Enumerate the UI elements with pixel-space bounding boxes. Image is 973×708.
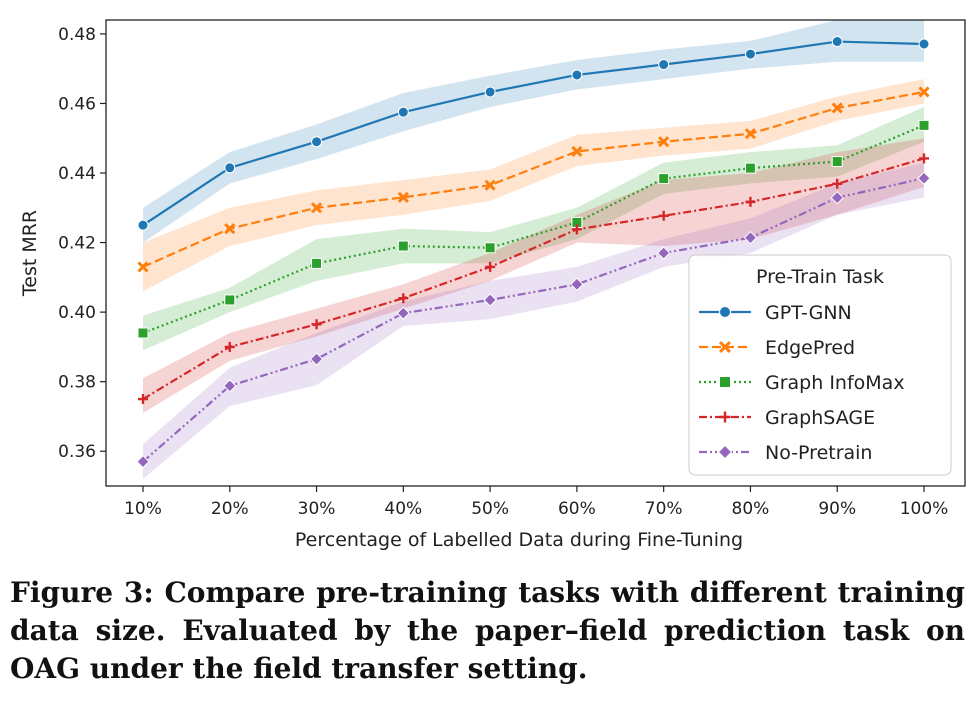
- data-point: [311, 136, 323, 148]
- chart: 0.36 0.38 0.40 0.42 0.44 0.46 0.48 10% 20% 30% 40…: [19, 19, 966, 551]
- data-point: [717, 444, 733, 460]
- y-tick-label: 0.44: [58, 164, 96, 184]
- data-point: [918, 86, 930, 98]
- data-point: [398, 293, 409, 304]
- data-point: [224, 162, 236, 174]
- confidence-band: [143, 162, 924, 480]
- legend-label: No-Pretrain: [765, 442, 872, 464]
- data-point: [918, 38, 930, 50]
- data-point: [744, 162, 756, 174]
- y-axis: 0.36 0.38 0.40 0.42 0.44 0.46 0.48: [58, 25, 106, 462]
- data-point: [311, 319, 322, 330]
- data-point: [396, 306, 411, 320]
- data-point: [831, 36, 843, 48]
- data-point: [718, 340, 732, 354]
- data-point: [917, 171, 931, 185]
- data-point: [485, 261, 496, 272]
- data-point: [658, 173, 670, 185]
- data-point: [571, 145, 583, 158]
- y-tick-label: 0.42: [58, 234, 96, 254]
- legend-label: Graph InfoMax: [765, 372, 905, 394]
- data-point: [397, 106, 409, 118]
- data-point: [483, 293, 497, 307]
- data-point: [484, 86, 496, 98]
- data-point: [719, 411, 731, 423]
- legend: Pre-Train Task GPT-GNN EdgePred Graph Info…: [688, 254, 952, 476]
- x-tick-label: 60%: [558, 499, 596, 519]
- x-axis: 10% 20% 30% 40% 50% 60% 70% 80% 90% 100%: [124, 486, 948, 519]
- data-point: [484, 242, 496, 254]
- x-tick-label: 20%: [211, 499, 249, 519]
- data-point: [658, 136, 670, 148]
- confidence-band: [143, 138, 924, 413]
- figure-caption: Figure 3: Compare pre-training tasks wit…: [10, 576, 965, 685]
- y-axis-title: Test MRR: [19, 210, 41, 297]
- data-point: [658, 59, 670, 71]
- y-tick-label: 0.38: [58, 373, 96, 393]
- data-point: [397, 240, 409, 252]
- series-lines: [142, 40, 925, 463]
- series-markers: [136, 36, 931, 469]
- data-point: [832, 178, 843, 189]
- x-tick-label: 30%: [298, 499, 336, 519]
- data-point: [137, 261, 149, 273]
- series-line: [142, 40, 925, 227]
- y-tick-label: 0.48: [58, 25, 96, 45]
- data-point: [831, 156, 843, 168]
- y-tick-label: 0.46: [58, 94, 96, 114]
- data-point: [137, 219, 149, 231]
- series-line: [142, 124, 925, 335]
- data-point: [744, 48, 756, 60]
- legend-label: GraphSAGE: [765, 407, 875, 429]
- x-axis-title: Percentage of Labelled Data during Fine-…: [295, 529, 743, 551]
- data-point: [743, 230, 758, 245]
- data-point: [310, 202, 323, 214]
- x-tick-label: 40%: [384, 499, 422, 519]
- legend-title: Pre-Train Task: [756, 266, 884, 288]
- x-tick-label: 80%: [732, 499, 770, 519]
- data-point: [830, 190, 844, 205]
- data-point: [311, 257, 323, 269]
- legend-label: GPT-GNN: [765, 302, 852, 324]
- x-tick-label: 90%: [818, 499, 856, 519]
- data-point: [309, 352, 324, 366]
- data-point: [138, 394, 148, 405]
- x-tick-label: 50%: [471, 499, 509, 519]
- data-point: [919, 153, 929, 164]
- series-line: [142, 90, 925, 268]
- x-tick-label: 100%: [900, 499, 949, 519]
- data-point: [484, 179, 496, 191]
- data-point: [656, 246, 671, 260]
- data-point: [658, 210, 669, 221]
- series-line: [142, 177, 925, 463]
- data-point: [224, 341, 235, 352]
- y-tick-label: 0.40: [58, 303, 96, 323]
- data-point: [918, 119, 930, 131]
- data-point: [831, 102, 843, 114]
- data-point: [224, 223, 236, 235]
- data-point: [137, 327, 149, 339]
- series-line: [142, 157, 925, 401]
- x-tick-label: 70%: [645, 499, 683, 519]
- data-point: [719, 376, 731, 388]
- data-point: [745, 196, 756, 207]
- data-point: [224, 294, 236, 306]
- confidence-band: [143, 106, 924, 351]
- legend-items: GPT-GNN EdgePred Graph InfoMax GraphSAGE No-…: [699, 302, 905, 464]
- confidence-band: [143, 79, 924, 292]
- data-point: [397, 191, 409, 203]
- data-point: [719, 306, 731, 318]
- data-point: [223, 379, 237, 393]
- data-point: [744, 128, 757, 140]
- data-point: [571, 224, 582, 235]
- data-point: [570, 277, 584, 292]
- x-tick-label: 10%: [124, 499, 162, 519]
- plot-frame: [105, 19, 966, 487]
- legend-box: [688, 254, 952, 476]
- y-tick-label: 0.36: [58, 442, 96, 462]
- data-point: [571, 69, 583, 81]
- data-point: [136, 454, 150, 469]
- legend-label: EdgePred: [765, 337, 855, 359]
